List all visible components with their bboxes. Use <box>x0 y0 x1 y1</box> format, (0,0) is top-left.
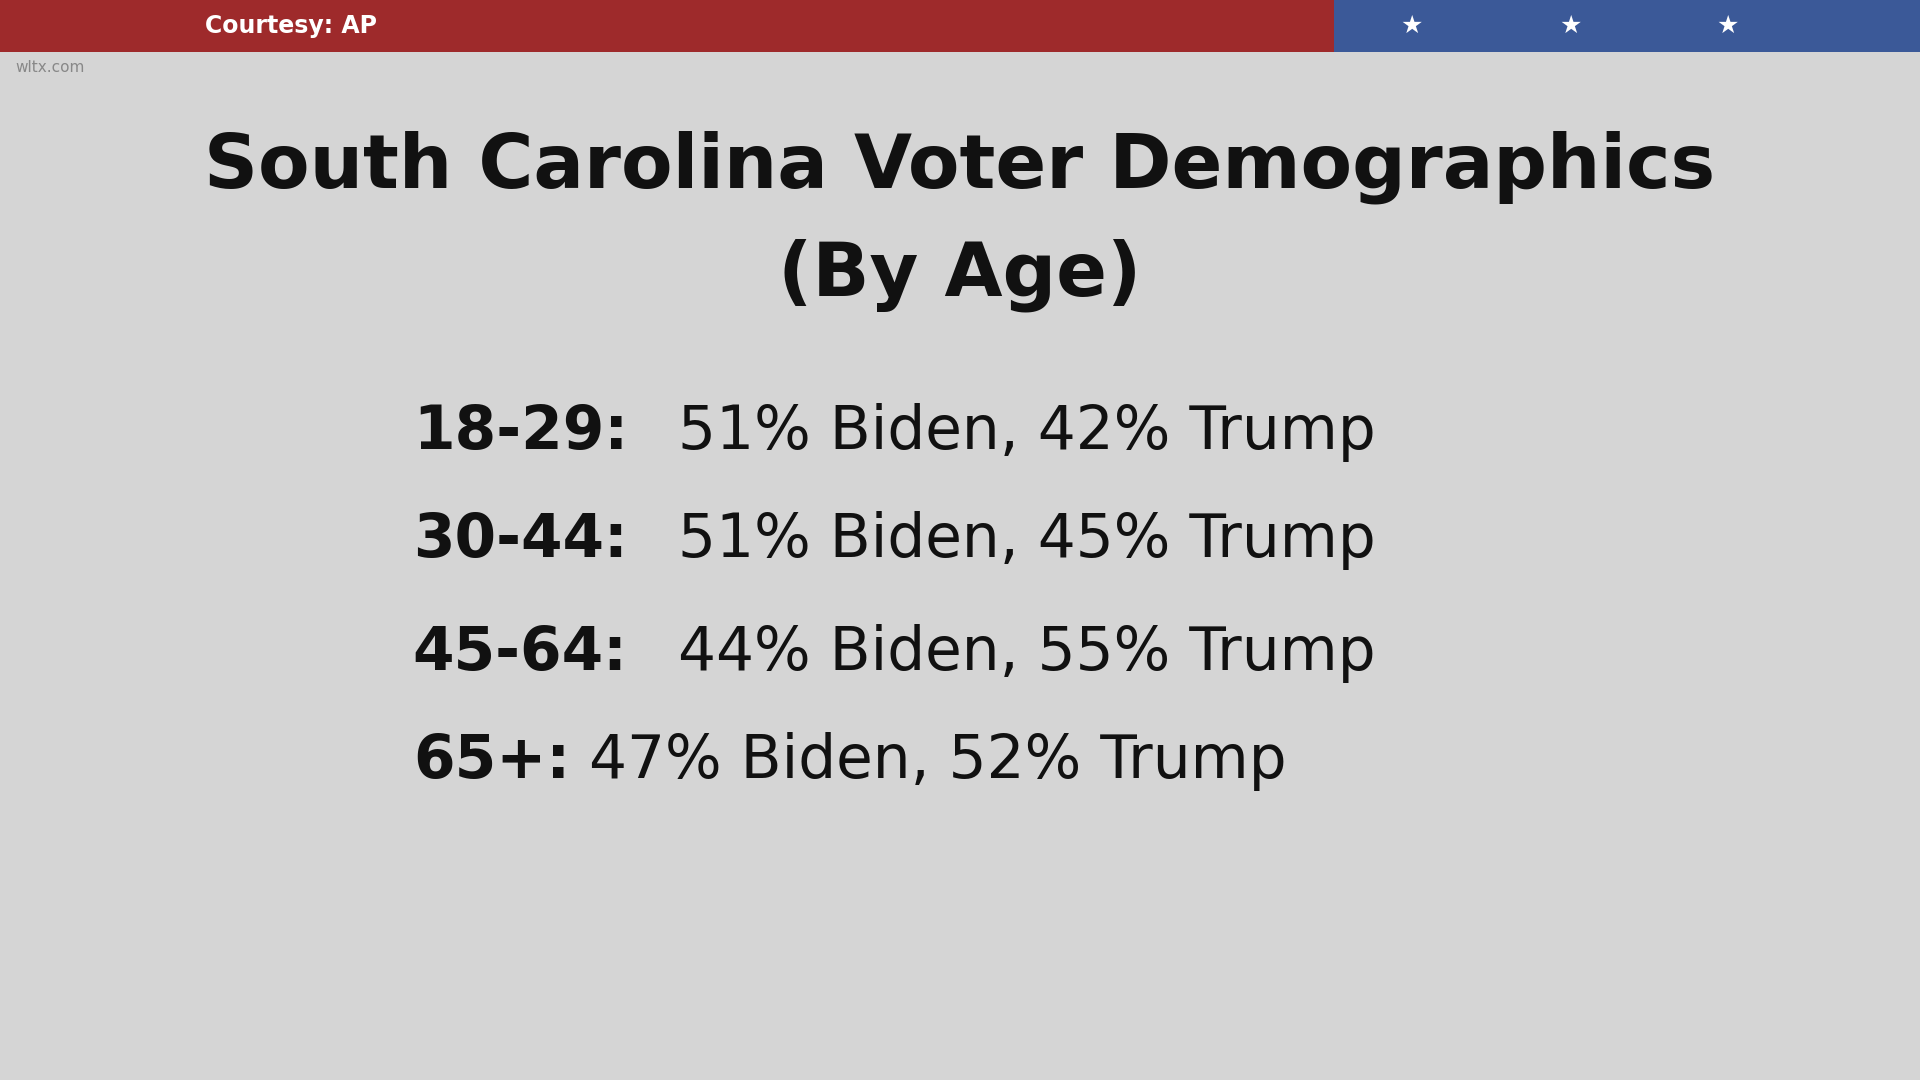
Text: 65+:: 65+: <box>413 732 570 791</box>
Text: ★: ★ <box>1400 14 1423 38</box>
Text: Courtesy: AP: Courtesy: AP <box>205 14 378 38</box>
Bar <box>0 0 1920 52</box>
Text: wltx.com: wltx.com <box>15 60 84 76</box>
Bar <box>1334 0 1920 52</box>
Text: ★: ★ <box>1716 14 1740 38</box>
Text: 47% Biden, 52% Trump: 47% Biden, 52% Trump <box>570 732 1286 791</box>
Text: (By Age): (By Age) <box>778 239 1142 312</box>
Text: 44% Biden, 55% Trump: 44% Biden, 55% Trump <box>659 624 1375 683</box>
Text: 18-29:: 18-29: <box>413 403 628 461</box>
Text: 51% Biden, 45% Trump: 51% Biden, 45% Trump <box>659 511 1375 569</box>
Text: 51% Biden, 42% Trump: 51% Biden, 42% Trump <box>659 403 1375 461</box>
Text: 45-64:: 45-64: <box>413 624 628 683</box>
Text: ★: ★ <box>1559 14 1582 38</box>
Text: 30-44:: 30-44: <box>413 511 628 569</box>
Text: South Carolina Voter Demographics: South Carolina Voter Demographics <box>204 131 1716 204</box>
